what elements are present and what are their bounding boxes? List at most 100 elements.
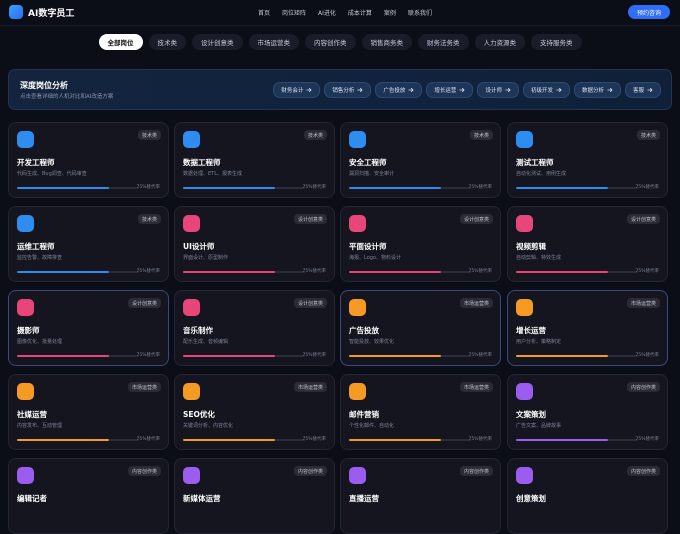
analysis-chip[interactable]: 设计师 [477, 82, 519, 98]
filter-tab[interactable]: 销售商务类 [361, 34, 412, 50]
job-card[interactable]: 市场运营类 SEO优化 关键词分析、内容优化 75%替代率 [174, 374, 335, 450]
analysis-chip[interactable]: 初级开发 [522, 82, 570, 98]
nav-link[interactable]: 案例 [383, 10, 396, 17]
job-card[interactable]: 市场运营类 增长运营 用户分析、策略制定 75%替代率 [507, 290, 668, 366]
job-name: 开发工程师 [17, 158, 55, 167]
job-icon [349, 215, 366, 232]
nav-bar: AI数字员工 首页 岗位矩阵 AI进化 成本计算 案例 联系我们 预约咨询 [0, 0, 680, 26]
category-badge: 内容创作类 [293, 466, 327, 476]
job-card[interactable]: 市场运营类 社媒运营 内容发布、互动管理 75%替代率 [8, 374, 169, 450]
filter-tab[interactable]: 人力资源类 [474, 34, 525, 50]
category-badge: 技术类 [636, 130, 660, 140]
analysis-banner: 深度岗位分析 点击查看详细的人机对比和AI改造方案 财务会计 销售分析 广告投放 增长… [8, 69, 672, 110]
chip-label: 增长运营 [434, 88, 457, 94]
rate-track [17, 187, 139, 189]
job-desc: 图像优化、批量处理 [17, 339, 63, 345]
logo-text: AI数字员工 [28, 8, 75, 19]
banner-title: 深度岗位分析 [20, 81, 68, 90]
job-card[interactable]: 技术类 安全工程师 漏洞扫描、安全审计 75%替代率 [340, 122, 501, 198]
job-card[interactable]: 设计创意类 视频剪辑 自动剪辑、特效生成 75%替代率 [507, 206, 668, 282]
job-desc: 自动剪辑、特效生成 [516, 255, 562, 261]
job-desc: 用户分析、策略制定 [516, 339, 562, 345]
rate-track [516, 187, 638, 189]
job-icon [349, 383, 366, 400]
job-card[interactable]: 市场运营类 广告投放 智能投放、效果优化 75%替代率 [340, 290, 501, 366]
job-name: 直播运营 [349, 494, 379, 503]
filter-tab[interactable]: 市场运营类 [248, 34, 299, 50]
job-icon [183, 467, 200, 484]
rate-track [183, 187, 305, 189]
job-card[interactable]: 市场运营类 邮件营销 个性化邮件、自动化 75%替代率 [340, 374, 501, 450]
job-card[interactable]: 技术类 数据工程师 数据处理、ETL、报表生成 75%替代率 [174, 122, 335, 198]
rate-track [349, 439, 471, 441]
job-desc: 数据处理、ETL、报表生成 [183, 171, 243, 177]
job-desc: 内容发布、互动管理 [17, 423, 63, 429]
job-icon [516, 467, 533, 484]
filter-tab[interactable]: 全部岗位 [98, 34, 143, 50]
job-desc: 监控告警、故障排查 [17, 255, 63, 261]
rate-bar [516, 271, 608, 273]
rate-track [349, 271, 471, 273]
job-card[interactable]: 内容创作类 编辑记者 [8, 458, 169, 534]
nav-link[interactable]: AI进化 [318, 10, 336, 17]
filter-tab[interactable]: 内容创作类 [305, 34, 356, 50]
category-badge: 设计创意类 [459, 214, 493, 224]
job-card[interactable]: 技术类 测试工程师 自动化测试、用例生成 75%替代率 [507, 122, 668, 198]
chip-arrow [306, 87, 312, 93]
filter-tab[interactable]: 支持服务类 [531, 34, 582, 50]
job-card[interactable]: 内容创作类 创意策划 [507, 458, 668, 534]
nav-link[interactable]: 首页 [258, 10, 271, 17]
analysis-chip[interactable]: 增长运营 [426, 82, 474, 98]
job-icon [516, 383, 533, 400]
logo[interactable]: AI数字员工 [9, 5, 74, 19]
job-desc: 个性化邮件、自动化 [349, 423, 395, 429]
nav-link[interactable]: 成本计算 [347, 10, 372, 17]
job-card[interactable]: 设计创意类 音乐制作 配乐生成、音频编辑 75%替代率 [174, 290, 335, 366]
filter-tab[interactable]: 设计创意类 [192, 34, 243, 50]
rate-bar [516, 187, 608, 189]
cta-button[interactable]: 预约咨询 [628, 5, 670, 19]
filter-tab[interactable]: 技术类 [148, 34, 186, 50]
job-card[interactable]: 设计创意类 UI设计师 界面设计、原型制作 75%替代率 [174, 206, 335, 282]
nav-links: 首页 岗位矩阵 AI进化 成本计算 案例 联系我们 [258, 8, 432, 17]
rate-track [183, 271, 305, 273]
rate-bar [17, 439, 109, 441]
category-badge: 内容创作类 [127, 466, 161, 476]
job-card[interactable]: 内容创作类 新媒体运营 [174, 458, 335, 534]
job-card[interactable]: 内容创作类 文案策划 广告文案、品牌故事 75%替代率 [507, 374, 668, 450]
chip-label: 初级开发 [530, 88, 553, 94]
job-card[interactable]: 内容创作类直播运营 [340, 458, 501, 534]
job-icon [183, 131, 200, 148]
analysis-chip[interactable]: 广告投放 [375, 82, 423, 98]
chip-arrow [647, 87, 653, 93]
analysis-chip[interactable]: 客服 [624, 82, 661, 98]
job-card[interactable]: 设计创意类 平面设计师 海报、Logo、物料设计 75%替代率 [340, 206, 501, 282]
chip-label: 广告投放 [383, 88, 406, 94]
analysis-chip[interactable]: 数据分析 [573, 82, 621, 98]
job-card[interactable]: 技术类 运维工程师 监控告警、故障排查 75%替代率 [8, 206, 169, 282]
analysis-chip[interactable]: 销售分析 [324, 82, 372, 98]
job-card[interactable]: 技术类 开发工程师 代码生成、Bug调查、代码审查 75%替代率 [8, 122, 169, 198]
rate-label: 75%替代率 [468, 353, 492, 358]
chip-arrow [408, 87, 414, 93]
rate-track [183, 355, 305, 357]
job-icon [516, 131, 533, 148]
nav-link[interactable]: 联系我们 [407, 10, 432, 17]
rate-bar [349, 187, 441, 189]
rate-track [516, 439, 638, 441]
job-card[interactable]: 设计创意类 摄影师 图像优化、批量处理 75%替代率 [8, 290, 169, 366]
category-badge: 设计创意类 [626, 214, 660, 224]
category-badge: 设计创意类 [293, 214, 327, 224]
job-name: 增长运营 [516, 326, 546, 335]
job-name: 测试工程师 [516, 158, 554, 167]
rate-track [516, 271, 638, 273]
job-desc: 界面设计、原型制作 [183, 255, 229, 261]
job-name: UI设计师 [183, 242, 215, 251]
filter-tab[interactable]: 财务法务类 [418, 34, 469, 50]
category-badge: 内容创作类 [459, 466, 493, 476]
analysis-chip[interactable]: 财务会计 [273, 82, 321, 98]
nav-link[interactable]: 岗位矩阵 [282, 10, 307, 17]
rate-label: 75%替代率 [136, 185, 160, 190]
job-name: 摄影师 [17, 326, 40, 335]
rate-label: 75%替代率 [136, 353, 160, 358]
